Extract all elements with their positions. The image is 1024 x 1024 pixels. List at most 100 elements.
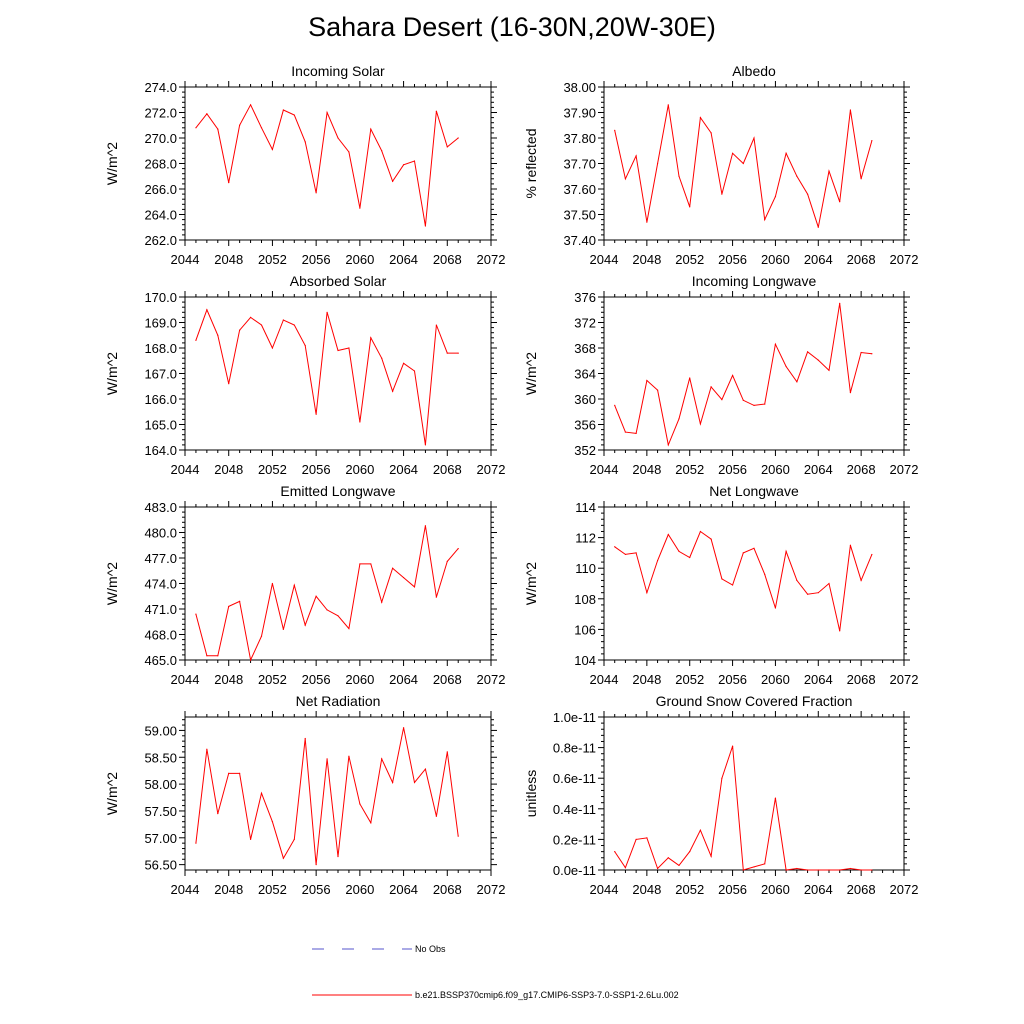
data-point — [206, 655, 208, 657]
data-point — [446, 146, 448, 148]
x-tick-label: 2052 — [675, 252, 704, 267]
x-tick-label: 2068 — [847, 882, 876, 897]
data-point — [359, 207, 361, 209]
y-tick-label: 368 — [574, 341, 596, 356]
plot-frame — [184, 86, 492, 241]
x-tick-label: 2052 — [258, 672, 287, 687]
chart-panel-6: 2044 2048 2052 2056 2060 2064 2068 2072 104 106 10… — [523, 483, 918, 687]
data-point — [646, 837, 648, 839]
data-point — [381, 150, 383, 152]
y-tick-label: 376 — [574, 290, 596, 305]
x-tick-label: 2048 — [632, 462, 661, 477]
y-tick-label: 274.0 — [144, 80, 177, 95]
data-point — [817, 226, 819, 228]
data-point — [326, 311, 328, 313]
panel-title: Incoming Longwave — [692, 273, 817, 289]
y-tick-label: 360 — [574, 392, 596, 407]
x-tick-label: 2060 — [761, 252, 790, 267]
data-point — [348, 627, 350, 630]
data-point — [624, 553, 627, 556]
panel-title: Absorbed Solar — [290, 273, 387, 289]
data-point — [228, 182, 230, 184]
data-point — [435, 110, 437, 112]
y-tick-label: 108 — [574, 592, 596, 607]
data-point — [764, 403, 766, 405]
x-tick-label: 2072 — [477, 672, 506, 687]
plot-frame — [603, 506, 905, 661]
data-point — [699, 829, 702, 831]
x-tick-label: 2052 — [258, 882, 287, 897]
data-point — [742, 869, 744, 871]
data-point — [217, 655, 219, 657]
data-point — [667, 857, 669, 859]
y-tick-label: 112 — [575, 531, 596, 546]
data-point — [721, 193, 723, 195]
data-point — [402, 576, 405, 579]
x-tick-label: 2052 — [258, 462, 287, 477]
data-point — [239, 329, 241, 331]
data-point — [860, 178, 862, 180]
x-tick-label: 2072 — [477, 462, 506, 477]
x-tick-label: 2060 — [761, 672, 790, 687]
x-tick-label: 2072 — [890, 882, 919, 897]
data-point — [424, 768, 427, 770]
data-point — [457, 352, 459, 354]
x-tick-label: 2056 — [718, 462, 747, 477]
data-point — [721, 777, 723, 779]
x-tick-label: 2072 — [477, 252, 506, 267]
x-tick-label: 2072 — [890, 462, 919, 477]
x-tick-label: 2052 — [675, 672, 704, 687]
data-point — [402, 164, 405, 166]
data-point — [304, 344, 306, 347]
data-point — [195, 842, 197, 844]
data-point — [348, 347, 350, 349]
data-point — [678, 864, 680, 867]
data-point — [839, 630, 841, 632]
x-tick-label: 2056 — [718, 252, 747, 267]
data-point — [806, 869, 809, 871]
x-tick-label: 2072 — [890, 252, 919, 267]
x-tick-label: 2068 — [433, 252, 462, 267]
x-tick-label: 2068 — [847, 252, 876, 267]
x-tick-label: 2060 — [345, 672, 374, 687]
data-point — [381, 758, 383, 760]
x-tick-label: 2064 — [389, 252, 418, 267]
data-point — [689, 851, 691, 853]
data-point — [635, 552, 637, 554]
series-line — [195, 103, 459, 227]
data-point — [624, 178, 627, 180]
data-point — [839, 302, 841, 304]
data-point — [635, 838, 637, 841]
data-point — [871, 869, 873, 871]
data-point — [731, 152, 734, 154]
data-point — [392, 180, 394, 182]
y-axis-label: W/m^2 — [104, 142, 120, 185]
data-point — [413, 370, 416, 372]
data-point — [315, 864, 317, 866]
data-point — [646, 379, 648, 382]
data-point — [624, 431, 627, 433]
x-tick-label: 2048 — [632, 882, 661, 897]
series-line — [195, 308, 459, 445]
chart-panel-5: 2044 2048 2052 2056 2060 2064 2068 2072 465.0 468… — [104, 483, 505, 687]
x-tick-label: 2060 — [761, 462, 790, 477]
y-axis-label: W/m^2 — [104, 562, 120, 605]
data-point — [315, 192, 317, 194]
y-tick-label: 165.0 — [144, 418, 177, 433]
data-point — [699, 117, 702, 119]
y-tick-label: 0.6e-11 — [553, 771, 596, 786]
x-tick-label: 2072 — [477, 882, 506, 897]
data-point — [217, 128, 219, 130]
data-point — [446, 352, 448, 354]
data-point — [753, 866, 755, 868]
data-point — [446, 751, 448, 753]
y-tick-label: 272.0 — [144, 106, 177, 121]
x-tick-label: 2068 — [433, 672, 462, 687]
x-tick-label: 2064 — [804, 882, 833, 897]
data-point — [828, 369, 830, 371]
data-point — [828, 869, 830, 871]
y-tick-label: 37.50 — [563, 208, 596, 223]
data-point — [817, 869, 819, 871]
data-point — [381, 601, 383, 603]
